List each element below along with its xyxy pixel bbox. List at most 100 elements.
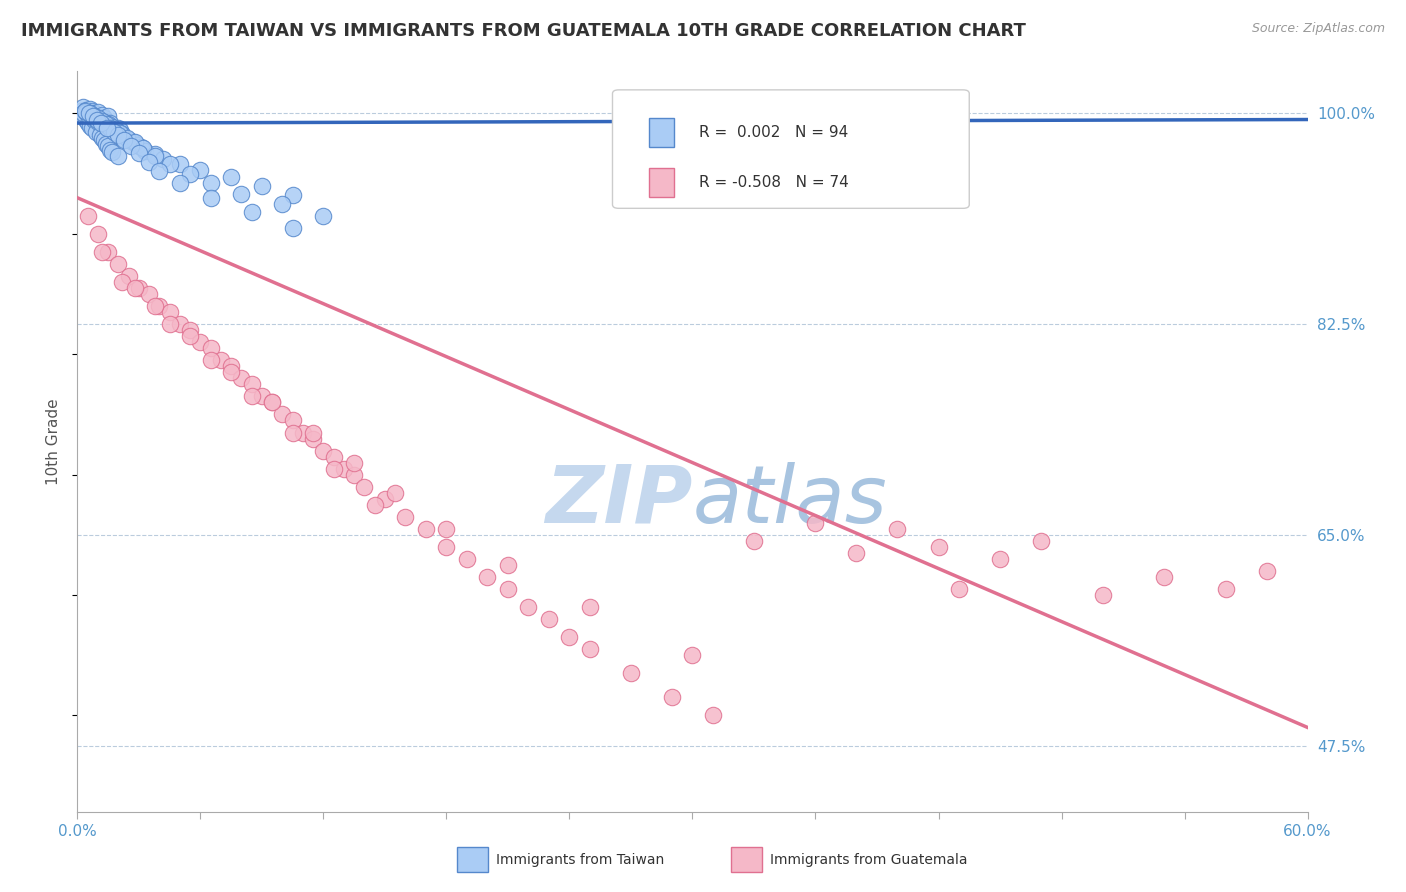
Point — [76, 105, 98, 120]
Point — [250, 389, 273, 403]
Point — [496, 558, 519, 572]
Point — [219, 365, 242, 379]
Point — [271, 408, 294, 422]
Point — [105, 123, 128, 137]
Point — [291, 425, 314, 440]
Point — [312, 443, 335, 458]
Point — [94, 113, 117, 128]
Point — [200, 353, 222, 368]
Point — [271, 196, 294, 211]
Point — [143, 148, 166, 162]
Point — [702, 708, 724, 723]
Point — [114, 132, 136, 146]
Point — [845, 546, 868, 560]
Point — [98, 120, 121, 135]
Point — [579, 600, 602, 615]
Point — [343, 467, 366, 482]
Point — [72, 106, 94, 120]
Point — [79, 102, 101, 116]
Point — [129, 140, 152, 154]
Point — [179, 167, 201, 181]
Point — [682, 648, 704, 663]
Point — [80, 120, 103, 135]
Point — [742, 533, 765, 548]
Point — [84, 109, 107, 123]
Point — [79, 106, 101, 120]
Point — [134, 144, 156, 158]
Point — [80, 110, 103, 124]
Point — [70, 104, 93, 119]
Point — [138, 287, 160, 301]
Point — [103, 124, 125, 138]
Point — [209, 353, 232, 368]
Point — [281, 425, 304, 440]
Point — [117, 133, 139, 147]
Point — [374, 491, 396, 506]
Point — [79, 119, 101, 133]
Point — [94, 117, 117, 131]
Point — [97, 139, 120, 153]
Point — [322, 450, 344, 464]
Point — [281, 188, 304, 202]
Point — [188, 335, 212, 350]
Point — [83, 109, 105, 123]
Point — [200, 191, 222, 205]
Point — [322, 461, 344, 475]
Point — [103, 122, 125, 136]
Point — [97, 109, 120, 123]
Point — [240, 205, 263, 219]
Point — [97, 117, 120, 131]
Point — [128, 281, 150, 295]
Point — [148, 164, 170, 178]
Point — [93, 133, 115, 147]
Point — [620, 666, 643, 681]
Point — [948, 582, 970, 596]
Point — [73, 104, 96, 119]
Point — [302, 425, 325, 440]
Bar — [650, 168, 673, 197]
Point — [179, 329, 201, 343]
Point — [537, 612, 560, 626]
Point — [121, 136, 143, 150]
Point — [148, 299, 170, 313]
Point — [87, 105, 110, 120]
Point — [87, 227, 110, 241]
Point — [477, 570, 499, 584]
Point — [111, 275, 134, 289]
Point — [77, 106, 100, 120]
Point — [98, 116, 121, 130]
Point — [115, 130, 138, 145]
Point — [75, 112, 97, 127]
Point — [219, 170, 242, 185]
Text: Immigrants from Taiwan: Immigrants from Taiwan — [496, 853, 665, 867]
Point — [75, 103, 97, 117]
Point — [110, 126, 132, 140]
Point — [886, 522, 908, 536]
Point — [159, 317, 181, 331]
Point — [90, 113, 114, 128]
Point — [84, 112, 107, 126]
Text: R = -0.508   N = 74: R = -0.508 N = 74 — [699, 175, 848, 190]
Point — [82, 109, 104, 123]
Point — [988, 552, 1011, 566]
Point — [76, 116, 98, 130]
Point — [97, 244, 120, 259]
Point — [84, 124, 107, 138]
Point — [89, 110, 111, 124]
Point — [200, 177, 222, 191]
Point — [169, 317, 191, 331]
Point — [928, 540, 950, 554]
Point — [250, 178, 273, 193]
Point — [1215, 582, 1237, 596]
Point — [101, 145, 124, 159]
Point — [152, 153, 174, 167]
Point — [231, 187, 253, 202]
Point — [363, 498, 385, 512]
Point — [436, 540, 458, 554]
Point — [90, 116, 112, 130]
Point — [89, 113, 111, 128]
Point — [1029, 533, 1052, 548]
Point — [83, 112, 105, 127]
Point — [117, 268, 139, 283]
FancyBboxPatch shape — [613, 90, 969, 209]
